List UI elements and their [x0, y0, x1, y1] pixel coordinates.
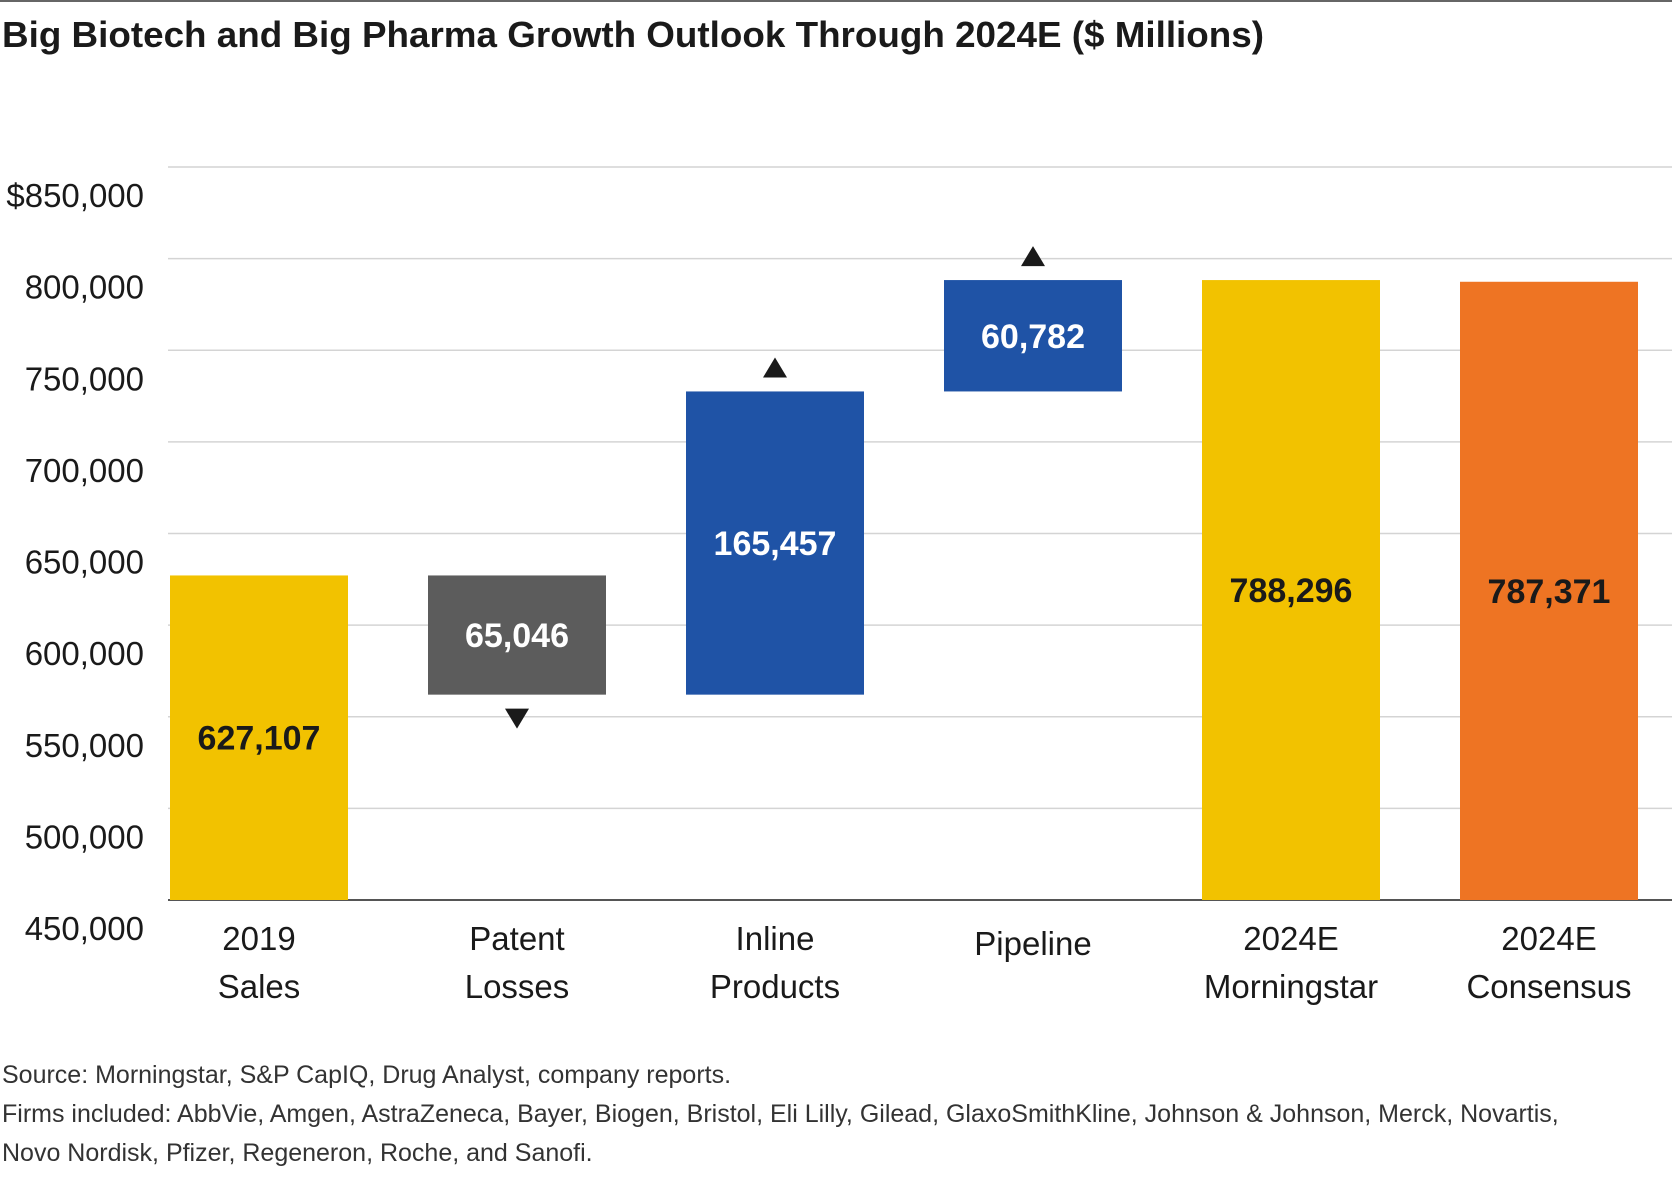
x-tick-label: Patent — [469, 920, 564, 957]
x-tick-label: Consensus — [1466, 968, 1631, 1005]
x-tick-label: Pipeline — [974, 925, 1091, 962]
value-label: 787,371 — [1488, 573, 1611, 611]
bar — [428, 575, 606, 695]
bar — [686, 391, 864, 695]
bar — [944, 280, 1122, 392]
value-label: 65,046 — [465, 617, 569, 655]
direction-arrow — [505, 708, 529, 729]
x-tick-label: 2024E — [1243, 920, 1338, 957]
footnote: Source: Morningstar, S&P CapIQ, Drug Ana… — [2, 1061, 731, 1089]
y-tick-label: $850,000 — [6, 177, 144, 214]
x-tick-label: Morningstar — [1204, 968, 1378, 1005]
bar — [1460, 281, 1638, 900]
bar — [170, 575, 348, 900]
x-tick-label: Losses — [465, 968, 570, 1005]
value-label: 60,782 — [981, 318, 1085, 356]
y-tick-label: 550,000 — [25, 727, 144, 764]
value-label: 788,296 — [1230, 572, 1353, 610]
value-label: 165,457 — [714, 525, 837, 563]
value-label: 627,107 — [198, 720, 321, 758]
footnote: Novo Nordisk, Pfizer, Regeneron, Roche, … — [2, 1139, 593, 1167]
direction-arrow — [1021, 246, 1045, 267]
footnote: Firms included: AbbVie, Amgen, AstraZene… — [2, 1100, 1559, 1128]
y-tick-label: 650,000 — [25, 544, 144, 581]
y-tick-label: 450,000 — [25, 910, 144, 947]
y-tick-label: 500,000 — [25, 818, 144, 855]
x-tick-label: Inline — [736, 920, 815, 957]
bar — [1202, 280, 1380, 900]
y-tick-label: 800,000 — [25, 269, 144, 306]
y-tick-label: 750,000 — [25, 360, 144, 397]
x-tick-label: 2024E — [1501, 920, 1596, 957]
y-tick-label: 600,000 — [25, 635, 144, 672]
y-tick-label: 700,000 — [25, 452, 144, 489]
direction-arrow — [763, 357, 787, 378]
x-tick-label: Sales — [218, 968, 301, 1005]
chart-title: Big Biotech and Big Pharma Growth Outloo… — [2, 14, 1264, 55]
x-tick-label: Products — [710, 968, 840, 1005]
x-tick-label: 2019 — [222, 920, 295, 957]
